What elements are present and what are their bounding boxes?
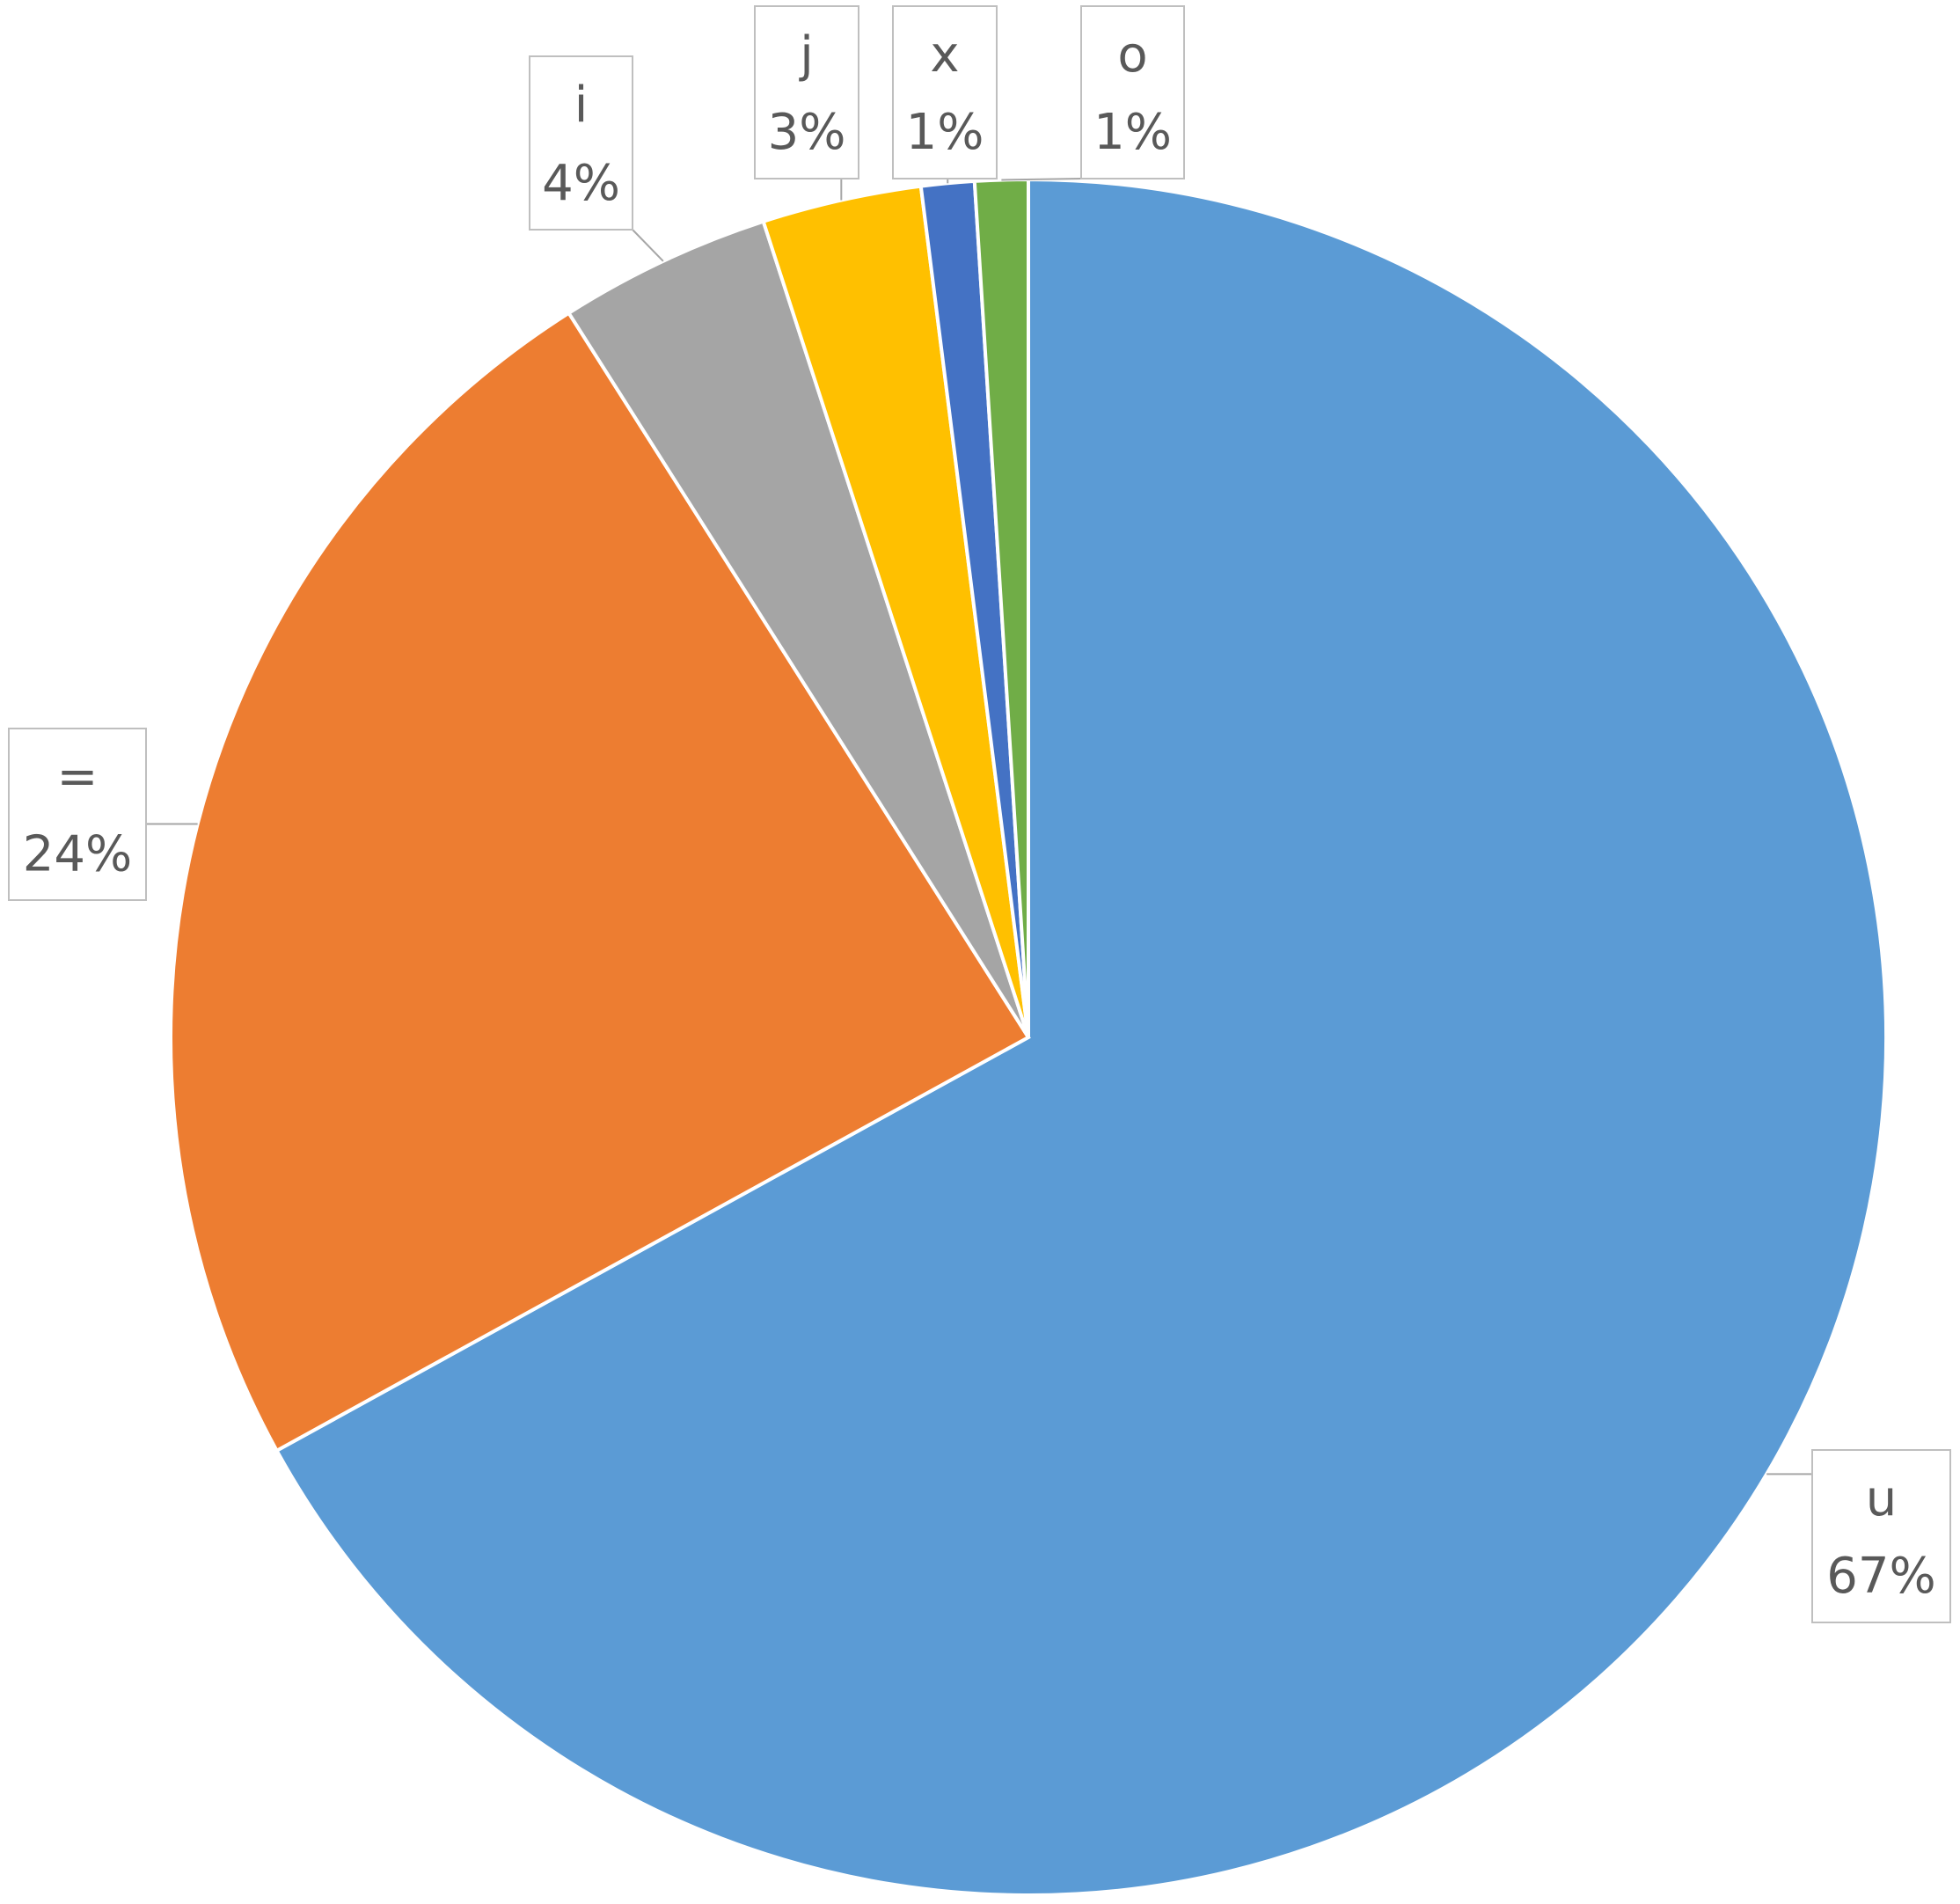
- pie-slice: [274, 177, 1888, 1897]
- slice-value-label: 67%: [1826, 1548, 1935, 1605]
- leader-line: [632, 229, 664, 262]
- slice-value-label: 1%: [1093, 104, 1172, 161]
- slice-label: o: [1117, 26, 1147, 84]
- label-box: [8, 728, 147, 901]
- slice-label: x: [930, 26, 959, 84]
- label-box: [1080, 5, 1185, 179]
- slice-label: j: [798, 26, 814, 84]
- slice-value-label: 1%: [906, 104, 984, 161]
- slice-value-label: 4%: [542, 155, 620, 212]
- slice-label: i: [574, 77, 589, 134]
- slice-value-label: 24%: [23, 825, 132, 882]
- label-box: [1811, 1449, 1951, 1623]
- slice-label: =: [57, 749, 99, 806]
- label-box: [529, 55, 633, 231]
- pie-slice: [169, 311, 1031, 1454]
- slice-value-label: 3%: [768, 104, 846, 161]
- label-box: [754, 5, 859, 179]
- slice-label: u: [1866, 1470, 1898, 1527]
- label-box: [892, 5, 998, 179]
